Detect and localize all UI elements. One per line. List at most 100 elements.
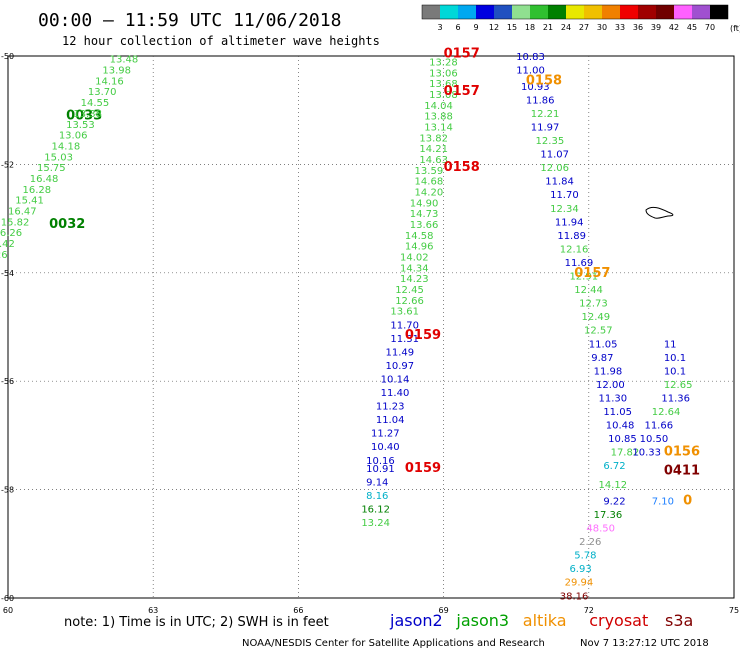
y-tick-label: -58 — [1, 486, 14, 495]
wave-height-label: 14.23 — [400, 274, 429, 285]
colorbar-tick-label: 12 — [489, 23, 499, 32]
x-tick-label: 60 — [3, 606, 13, 615]
wave-height-label: 13.53 — [66, 120, 95, 131]
colorbar-tick-label: 27 — [579, 23, 589, 32]
pass-time-label: 0157 — [444, 46, 480, 61]
colorbar-swatch — [638, 5, 656, 19]
wave-height-label: 10.16 — [366, 456, 395, 467]
colorbar-swatch — [584, 5, 602, 19]
wave-height-label: 15.75 — [37, 163, 66, 174]
colorbar-tick-label: 6 — [455, 23, 460, 32]
y-tick-label: -60 — [1, 594, 14, 603]
colorbar-swatch — [530, 5, 548, 19]
wave-height-label: 13.06 — [429, 68, 458, 79]
satellite-legend-cryosat: cryosat — [589, 611, 648, 630]
wave-height-label: 13.98 — [102, 66, 131, 77]
wave-height-label: 12.45 — [395, 285, 424, 296]
wave-height-label: 10.83 — [516, 52, 545, 63]
wave-height-label: 17.82 — [611, 448, 640, 459]
x-tick-label: 72 — [584, 606, 594, 615]
wave-height-label: 11.23 — [376, 402, 405, 413]
plot-frame — [7, 55, 735, 599]
wave-height-label: 17.36 — [594, 510, 623, 521]
color-scale-legend: 3 6 9 12 15 18 21 24 27 30 33 36 39 42 45 70 — [421, 4, 729, 32]
wave-height-label: 11.97 — [531, 122, 560, 133]
wave-height-label: 13.06 — [59, 131, 88, 142]
island-outline — [645, 206, 674, 219]
colorbar-swatch — [548, 5, 566, 19]
pass-time-label: 0158 — [526, 73, 562, 88]
x-tick-label: 63 — [148, 606, 158, 615]
colorbar-tick-label: 45 — [687, 23, 697, 32]
colorbar-swatch — [566, 5, 584, 19]
wave-height-label: 14.04 — [424, 101, 453, 112]
pass-time-label: 0411 — [664, 464, 700, 479]
wave-height-label: 10.48 — [606, 421, 635, 432]
wave-height-label: 12.06 — [540, 163, 569, 174]
wave-height-label: 14.20 — [415, 188, 444, 199]
wave-height-label: 12.64 — [652, 407, 681, 418]
wave-height-label: 11.66 — [644, 421, 673, 432]
colorbar-swatch — [440, 5, 458, 19]
colorbar-tick-label: 30 — [597, 23, 607, 32]
wave-height-label: 12.57 — [584, 326, 613, 337]
wave-height-label: 14.68 — [415, 177, 444, 188]
wave-height-label: 13.82 — [419, 133, 448, 144]
wave-height-label: 11.98 — [594, 366, 623, 377]
wave-height-label: 11.86 — [526, 95, 555, 106]
wave-height-label: 10.97 — [386, 361, 415, 372]
wave-height-label: 12.91 — [569, 272, 598, 283]
colorbar-swatch — [512, 5, 530, 19]
pass-time-label: 0157 — [574, 266, 610, 281]
x-tick-label: 66 — [293, 606, 303, 615]
wave-height-label: 11.30 — [598, 393, 627, 404]
wave-height-label: 16.26 — [0, 228, 22, 239]
wave-height-label: 11.70 — [390, 320, 419, 331]
wave-height-label: 13.14 — [424, 122, 453, 133]
footer-note: note: 1) Time is in UTC; 2) SWH is in fe… — [64, 615, 329, 630]
wave-height-label: 16.42 — [0, 239, 15, 250]
wave-height-label: 7.10 — [652, 496, 674, 507]
wave-height-label: 10.40 — [371, 442, 400, 453]
satellite-legend-jason2: jason2 — [389, 611, 443, 630]
satellite-legend: jason2 jason3 altika cryosat s3a — [389, 611, 693, 630]
colorbar-swatch — [422, 5, 440, 19]
wave-height-label: 14.55 — [81, 98, 110, 109]
pass-time-label: 0158 — [444, 160, 480, 175]
y-tick-label: -50 — [1, 52, 14, 61]
wave-height-label: 14.58 — [405, 231, 434, 242]
wave-height-label: 11.84 — [545, 177, 574, 188]
wave-height-label: 12.21 — [531, 109, 560, 120]
x-tick-label: 69 — [439, 606, 449, 615]
colorbar-tick-label: 36 — [633, 23, 643, 32]
wave-height-label: 16.12 — [361, 505, 390, 516]
wave-height-label: 11.05 — [589, 339, 618, 350]
wave-height-label: 38.16 — [560, 591, 589, 602]
wave-height-label: 11.69 — [565, 258, 594, 269]
colorbar-tick-label: 24 — [561, 23, 571, 32]
wave-height-label: 12.35 — [536, 136, 565, 147]
wave-height-label: 14.18 — [52, 141, 81, 152]
wave-height-label: 13.59 — [415, 166, 444, 177]
wave-height-label: 13.70 — [88, 87, 117, 98]
axis-tick-labels: 60 63 66 69 72 75 -50 -52 -54 -56 -58 -60 — [1, 52, 739, 615]
colorbar-swatch — [656, 5, 674, 19]
wave-height-label: 14.16 — [95, 76, 124, 87]
wave-height-label: 11.40 — [381, 388, 410, 399]
wave-height-label: 12.73 — [579, 299, 608, 310]
satellite-legend-altika: altika — [523, 611, 567, 630]
wave-height-label: 13.61 — [390, 307, 419, 318]
wave-height-label: 15.82 — [1, 217, 30, 228]
wave-height-label: 16.48 — [30, 174, 59, 185]
colorbar-tick-label: 33 — [615, 23, 625, 32]
wave-height-label: 48.50 — [586, 524, 615, 535]
wave-height-label: 14.02 — [400, 253, 429, 264]
pass-time-label: 0032 — [49, 217, 85, 232]
wave-height-labels: 0033003213.4813.9814.1613.7014.5513.3813… — [0, 46, 700, 602]
wave-height-label: 13.24 — [361, 518, 390, 529]
wave-height-label: 11.94 — [555, 217, 584, 228]
wave-height-label: 9.14 — [366, 477, 388, 488]
wave-height-label: 11.70 — [550, 190, 579, 201]
pass-time-label: 0156 — [664, 445, 700, 460]
